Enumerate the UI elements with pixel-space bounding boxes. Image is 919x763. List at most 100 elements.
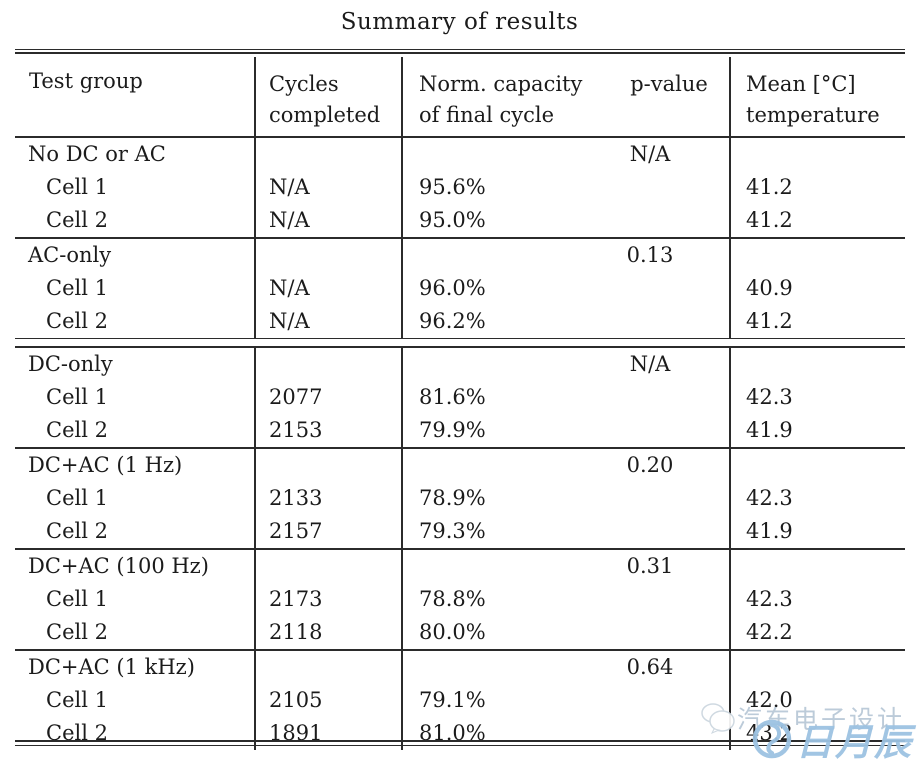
group-name-cell: DC+AC (1 Hz) (15, 446, 256, 482)
cycles-cell: 2077 (255, 380, 403, 414)
page-title: Summary of results (340, 9, 579, 35)
capacity-pvalue-cell: N/A (402, 346, 731, 381)
capacity-cell: 95.6% (402, 171, 731, 204)
capacity-cell: 79.1% (402, 683, 731, 717)
mean-temp-cell (730, 237, 905, 272)
cell-label: Cell 2 (15, 413, 256, 448)
section-double-rule (15, 338, 905, 348)
group-row: DC-only N/A (15, 346, 905, 381)
p-value: 0.31 (626, 553, 674, 578)
p-value: N/A (629, 142, 671, 166)
capacity-cell: 80.0% (402, 615, 731, 650)
cell-row: Cell 1 N/A 96.0% 40.9 (15, 272, 905, 305)
col-header-mean-temp: Mean [°C] temperature (730, 57, 905, 138)
cycles-cell (255, 547, 403, 583)
cycles-cell: 2133 (255, 481, 403, 515)
mean-temp-cell: 42.3 (746, 384, 793, 409)
mean-temp-cell: 41.9 (746, 518, 793, 543)
cell-label: Cell 1 (15, 582, 256, 616)
capacity-cell: 79.3% (402, 514, 731, 549)
mean-temp-cell: 42.2 (746, 619, 793, 644)
col-header-capacity-line1: Norm. capacity (419, 72, 583, 96)
group-name-cell: AC-only (15, 237, 256, 272)
mean-temp-cell: 42.0 (746, 687, 793, 712)
cycles-cell: 2157 (255, 514, 403, 549)
mean-temp-cell: 41.9 (746, 417, 793, 442)
capacity-pvalue-cell: N/A (402, 137, 731, 171)
capacity-cell: 78.8% (402, 582, 731, 616)
mean-temp-cell: 41.2 (746, 309, 793, 333)
capacity-pvalue-cell: 0.64 (402, 648, 731, 684)
cell-label: Cell 2 (15, 204, 256, 238)
mean-temp-cell (730, 547, 905, 583)
cell-label: Cell 1 (15, 380, 256, 414)
cell-row: Cell 2 2153 79.9% 41.9 (15, 413, 905, 448)
capacity-cell: 95.0% (402, 204, 731, 238)
cell-row: Cell 2 2157 79.3% 41.9 (15, 514, 905, 549)
cell-row: Cell 2 N/A 96.2% 41.2 (15, 305, 905, 339)
capacity-cell: 96.0% (402, 272, 731, 305)
group-name-cell: No DC or AC (15, 137, 256, 171)
cell-label: Cell 2 (15, 305, 256, 339)
cell-label: Cell 2 (15, 514, 256, 549)
capacity-cell: 79.9% (402, 413, 731, 448)
cell-row: Cell 2 N/A 95.0% 41.2 (15, 204, 905, 238)
cell-row: Cell 1 2173 78.8% 42.3 (15, 582, 905, 616)
capacity-pvalue-cell: 0.13 (402, 237, 731, 272)
cell-row: Cell 1 2077 81.6% 42.3 (15, 380, 905, 414)
capacity-value: 96.0% (419, 276, 486, 300)
mean-temp-cell: 42.3 (746, 586, 793, 611)
header-row: Test group Cycles completed Norm. capaci… (15, 57, 905, 138)
capacity-value: 78.9% (419, 485, 486, 510)
group-row: No DC or AC N/A (15, 137, 905, 171)
group-row: DC+AC (1 kHz) 0.64 (15, 648, 905, 684)
top-double-rule (15, 49, 905, 54)
cycles-cell: 2153 (255, 413, 403, 448)
col-header-capacity-pvalue: Norm. capacity of final cycle p-value (402, 57, 731, 138)
cell-label: Cell 1 (15, 683, 256, 717)
capacity-value: 79.9% (419, 417, 486, 442)
cycles-cell: N/A (255, 171, 403, 204)
p-value: 0.20 (626, 452, 674, 477)
p-value: N/A (629, 351, 671, 376)
col-header-cycles-line1: Cycles (269, 72, 339, 96)
cell-row: Cell 1 2105 79.1% 42.0 (15, 683, 905, 717)
group-name-cell: DC+AC (1 kHz) (15, 648, 256, 684)
mean-temp-cell: 40.9 (746, 276, 793, 300)
cycles-cell: N/A (255, 305, 403, 339)
cycles-cell: 2173 (255, 582, 403, 616)
capacity-cell: 78.9% (402, 481, 731, 515)
cycles-cell: N/A (255, 272, 403, 305)
capacity-value: 81.6% (419, 384, 486, 409)
cycles-cell: 2105 (255, 683, 403, 717)
bottom-double-rule (15, 740, 905, 746)
col-header-test-group: Test group (15, 57, 256, 138)
capacity-value: 80.0% (419, 619, 486, 644)
mean-temp-cell (730, 137, 905, 171)
cell-label: Cell 1 (15, 272, 256, 305)
mean-temp-cell: 42.3 (746, 485, 793, 510)
col-header-p-value: p-value (630, 72, 708, 96)
capacity-value: 79.3% (419, 518, 486, 543)
p-value: 0.13 (626, 243, 674, 267)
cell-label: Cell 2 (15, 716, 256, 750)
cell-label: Cell 1 (15, 171, 256, 204)
cycles-cell (255, 346, 403, 381)
mean-temp-cell (730, 347, 905, 381)
capacity-pvalue-cell: 0.31 (402, 547, 731, 583)
mean-temp-cell (730, 648, 905, 684)
group-name-cell: DC-only (15, 346, 256, 381)
cycles-cell (255, 137, 403, 171)
col-header-capacity-line2: of final cycle (419, 103, 555, 127)
p-value: 0.64 (626, 654, 674, 679)
double-rule-gap (15, 338, 905, 348)
col-header-cycles-line2: completed (269, 103, 381, 127)
capacity-value: 79.1% (419, 687, 486, 712)
group-row: AC-only 0.13 (15, 237, 905, 272)
col-header-mean-line1: Mean [°C] (746, 72, 856, 96)
capacity-cell: 81.6% (402, 380, 731, 414)
cell-label: Cell 2 (15, 615, 256, 650)
capacity-value: 78.8% (419, 586, 486, 611)
mean-temp-cell (730, 446, 905, 482)
col-header-cycles: Cycles completed (255, 57, 403, 138)
